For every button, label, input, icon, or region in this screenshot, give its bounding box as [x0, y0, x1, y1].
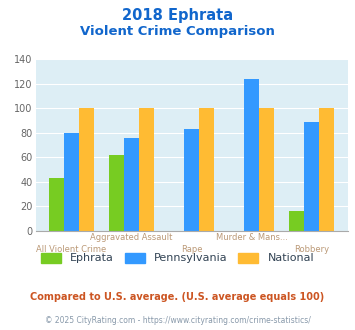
Bar — [139, 109, 154, 231]
Bar — [124, 138, 139, 231]
Text: Aggravated Assault: Aggravated Assault — [91, 233, 173, 242]
Bar — [49, 178, 64, 231]
Bar — [259, 109, 274, 231]
Text: 2018 Ephrata: 2018 Ephrata — [122, 8, 233, 23]
Text: Compared to U.S. average. (U.S. average equals 100): Compared to U.S. average. (U.S. average … — [31, 292, 324, 302]
Text: © 2025 CityRating.com - https://www.cityrating.com/crime-statistics/: © 2025 CityRating.com - https://www.city… — [45, 316, 310, 325]
Bar — [289, 212, 304, 231]
Text: Murder & Mans...: Murder & Mans... — [216, 233, 288, 242]
Text: All Violent Crime: All Violent Crime — [37, 245, 106, 254]
Bar — [320, 109, 334, 231]
Text: Rape: Rape — [181, 245, 202, 254]
Bar — [64, 133, 79, 231]
Bar — [109, 155, 124, 231]
Bar — [199, 109, 214, 231]
Legend: Ephrata, Pennsylvania, National: Ephrata, Pennsylvania, National — [38, 249, 317, 267]
Bar — [184, 129, 199, 231]
Text: Violent Crime Comparison: Violent Crime Comparison — [80, 25, 275, 38]
Text: Robbery: Robbery — [294, 245, 329, 254]
Bar — [79, 109, 94, 231]
Bar — [304, 122, 320, 231]
Bar — [244, 79, 259, 231]
